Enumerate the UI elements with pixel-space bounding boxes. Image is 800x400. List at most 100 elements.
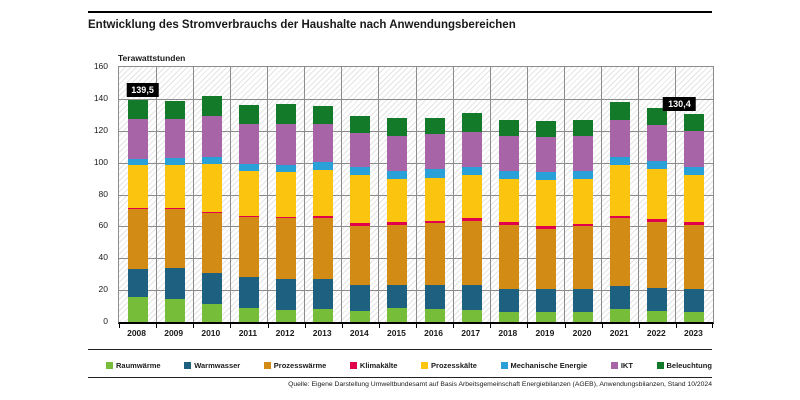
gridline bbox=[192, 67, 194, 322]
legend-swatch-icon bbox=[184, 361, 192, 369]
bar-segment bbox=[387, 170, 408, 179]
bar-segment bbox=[684, 288, 705, 312]
year-label: 2021 bbox=[609, 328, 629, 338]
year-label: 2019 bbox=[535, 328, 555, 338]
y-tick-label: 40 bbox=[98, 252, 108, 263]
bar-segment bbox=[535, 121, 556, 138]
bar-segment bbox=[498, 288, 519, 312]
bar-segment bbox=[573, 179, 594, 224]
bar-segment bbox=[610, 102, 631, 121]
bar-segment bbox=[238, 104, 259, 125]
bar-segment bbox=[350, 285, 371, 311]
gridline bbox=[638, 67, 640, 322]
axis-tick bbox=[193, 324, 195, 328]
year-label: 2015 bbox=[386, 328, 406, 338]
source-note: Quelle: Eigene Darstellung Umweltbundesa… bbox=[288, 381, 712, 388]
axis-tick bbox=[267, 324, 269, 328]
bar-segment bbox=[164, 119, 185, 158]
bar-segment bbox=[647, 219, 668, 222]
bar-segment bbox=[201, 303, 222, 322]
bar-segment bbox=[387, 135, 408, 171]
legend-swatch-icon bbox=[421, 361, 429, 369]
gridline bbox=[452, 67, 454, 322]
year-label: 2012 bbox=[275, 328, 295, 338]
bar-segment bbox=[424, 117, 445, 135]
gridline bbox=[341, 67, 343, 322]
bar-segment bbox=[387, 307, 408, 322]
bar-segment bbox=[610, 218, 631, 287]
bar-segment bbox=[424, 177, 445, 221]
axis-tick bbox=[675, 324, 677, 328]
bar-segment bbox=[127, 269, 148, 297]
bar-segment bbox=[424, 134, 445, 170]
bar-value-label: 139,5 bbox=[126, 82, 159, 97]
legend-label: Warmwasser bbox=[194, 360, 241, 370]
axis-tick bbox=[638, 324, 640, 328]
bar-segment bbox=[461, 113, 482, 132]
gridline bbox=[304, 67, 306, 322]
bar-segment bbox=[684, 167, 705, 176]
bar-segment bbox=[573, 226, 594, 289]
bar-segment bbox=[684, 175, 705, 223]
legend-item: Warmwasser bbox=[184, 361, 240, 370]
bar-segment bbox=[424, 285, 445, 310]
gridline bbox=[675, 67, 677, 322]
legend-swatch-icon bbox=[500, 361, 508, 369]
bar-segment bbox=[647, 310, 668, 322]
bar-segment bbox=[201, 273, 222, 304]
gridline bbox=[489, 67, 491, 322]
year-label: 2022 bbox=[646, 328, 666, 338]
bar-segment bbox=[424, 223, 445, 286]
bar-segment bbox=[276, 124, 297, 165]
legend-item: Prozesswärme bbox=[263, 361, 326, 370]
bar-segment bbox=[276, 164, 297, 172]
bar-segment bbox=[387, 222, 408, 225]
bar-segment bbox=[610, 309, 631, 322]
year-label: 2014 bbox=[349, 328, 369, 338]
bar-segment bbox=[535, 226, 556, 229]
bar-segment bbox=[684, 224, 705, 289]
bar-segment bbox=[498, 135, 519, 171]
bar-segment bbox=[164, 208, 185, 268]
bar-segment bbox=[387, 224, 408, 285]
bar-segment bbox=[461, 131, 482, 168]
bar-segment bbox=[461, 175, 482, 219]
legend-item: Raumwärme bbox=[106, 361, 161, 370]
bar-segment bbox=[461, 218, 482, 221]
bar-segment bbox=[535, 289, 556, 313]
bar-segment bbox=[238, 308, 259, 322]
year-label: 2010 bbox=[201, 328, 221, 338]
y-tick-label: 160 bbox=[93, 61, 108, 71]
legend: Raumwärme Warmwasser Prozesswärme Klimakält… bbox=[106, 358, 712, 372]
y-tick-label: 0 bbox=[103, 316, 108, 326]
legend-item: Beleuchtung bbox=[656, 361, 712, 370]
legend-divider bbox=[88, 349, 712, 350]
source-divider bbox=[88, 377, 712, 378]
bar-segment bbox=[610, 216, 631, 219]
bar-segment bbox=[313, 218, 334, 279]
gridline bbox=[526, 67, 528, 322]
bar-segment bbox=[313, 309, 334, 322]
year-label: 2011 bbox=[238, 328, 258, 338]
bar-segment bbox=[276, 217, 297, 279]
bar-segment bbox=[424, 220, 445, 224]
bar-segment bbox=[127, 208, 148, 270]
bar-segment bbox=[461, 167, 482, 176]
gridline bbox=[267, 67, 268, 322]
bar-segment bbox=[350, 175, 371, 224]
bar-segment bbox=[684, 130, 705, 168]
bar-segment bbox=[238, 163, 259, 171]
gridline bbox=[378, 67, 380, 322]
bar-segment bbox=[350, 225, 371, 286]
bar-segment bbox=[498, 170, 519, 179]
legend-label: Mechanische Energie bbox=[510, 360, 588, 370]
axis-tick bbox=[416, 324, 417, 328]
bar-segment bbox=[461, 310, 482, 322]
y-axis-title: Terawattstunden bbox=[118, 53, 186, 63]
gridline bbox=[601, 67, 603, 322]
legend-label: Raumwärme bbox=[116, 360, 161, 370]
bar-segment bbox=[127, 99, 148, 119]
gridline bbox=[155, 67, 157, 322]
bar-segment bbox=[313, 278, 334, 310]
gridline bbox=[229, 67, 231, 322]
